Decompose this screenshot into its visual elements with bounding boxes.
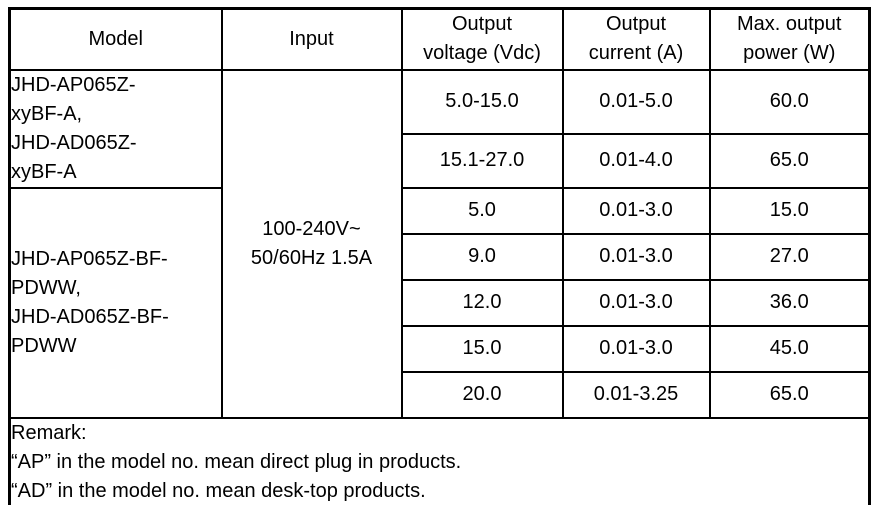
table-row-6: 15.0 0.01-3.0 45.0 (10, 324, 871, 373)
model-group-b-cell: JHD-AP065Z-BF- PDWW, JHD-AD065Z-BF- PDWW (8, 186, 223, 419)
output-current-cell: 0.01-3.0 (561, 186, 711, 235)
output-current-cell: 0.01-5.0 (561, 68, 711, 135)
input-spec-cell: 100-240V~ 50/60Hz 1.5A (220, 68, 403, 419)
power-spec-table: Model Input Output voltage (Vdc) Output … (8, 7, 871, 505)
output-voltage-cell: 9.0 (400, 232, 564, 281)
table-row-4: 9.0 0.01-3.0 27.0 (10, 232, 871, 281)
output-current-cell: 0.01-3.0 (561, 324, 711, 373)
header-max-output-power: Max. output power (W) (708, 7, 871, 71)
max-power-cell: 15.0 (708, 186, 871, 235)
table-row-5: 12.0 0.01-3.0 36.0 (10, 278, 871, 327)
max-power-cell: 45.0 (708, 324, 871, 373)
max-power-cell: 65.0 (708, 370, 871, 419)
output-voltage-cell: 5.0-15.0 (400, 68, 564, 135)
table-row-1: JHD-AP065Z- xyBF-A, JHD-AD065Z- xyBF-A 1… (8, 68, 871, 419)
header-output-voltage: Output voltage (Vdc) (400, 7, 564, 71)
table-row-7: 20.0 0.01-3.25 65.0 (10, 370, 871, 419)
output-voltage-cell: 20.0 (400, 370, 564, 419)
max-power-cell: 60.0 (708, 68, 871, 135)
output-current-cell: 0.01-4.0 (561, 132, 711, 189)
table-row-2: 15.1-27.0 0.01-4.0 65.0 (10, 132, 871, 189)
output-voltage-cell: 5.0 (400, 186, 564, 235)
header-row: Model Input Output voltage (Vdc) Output … (8, 7, 871, 71)
header-model: Model (8, 7, 223, 71)
header-output-current: Output current (A) (561, 7, 711, 71)
output-voltage-cell: 15.0 (400, 324, 564, 373)
model-group-a-cell: JHD-AP065Z- xyBF-A, JHD-AD065Z- xyBF-A (8, 68, 223, 189)
output-voltage-cell: 15.1-27.0 (400, 132, 564, 189)
output-current-cell: 0.01-3.25 (561, 370, 711, 419)
max-power-cell: 27.0 (708, 232, 871, 281)
output-voltage-cell: 12.0 (400, 278, 564, 327)
output-current-cell: 0.01-3.0 (561, 278, 711, 327)
max-power-cell: 65.0 (708, 132, 871, 189)
max-power-cell: 36.0 (708, 278, 871, 327)
remark-row: Remark: “AP” in the model no. mean direc… (8, 416, 871, 505)
header-input: Input (220, 7, 403, 71)
output-current-cell: 0.01-3.0 (561, 232, 711, 281)
remark-cell: Remark: “AP” in the model no. mean direc… (8, 416, 871, 505)
table-row-3: JHD-AP065Z-BF- PDWW, JHD-AD065Z-BF- PDWW… (8, 186, 871, 419)
